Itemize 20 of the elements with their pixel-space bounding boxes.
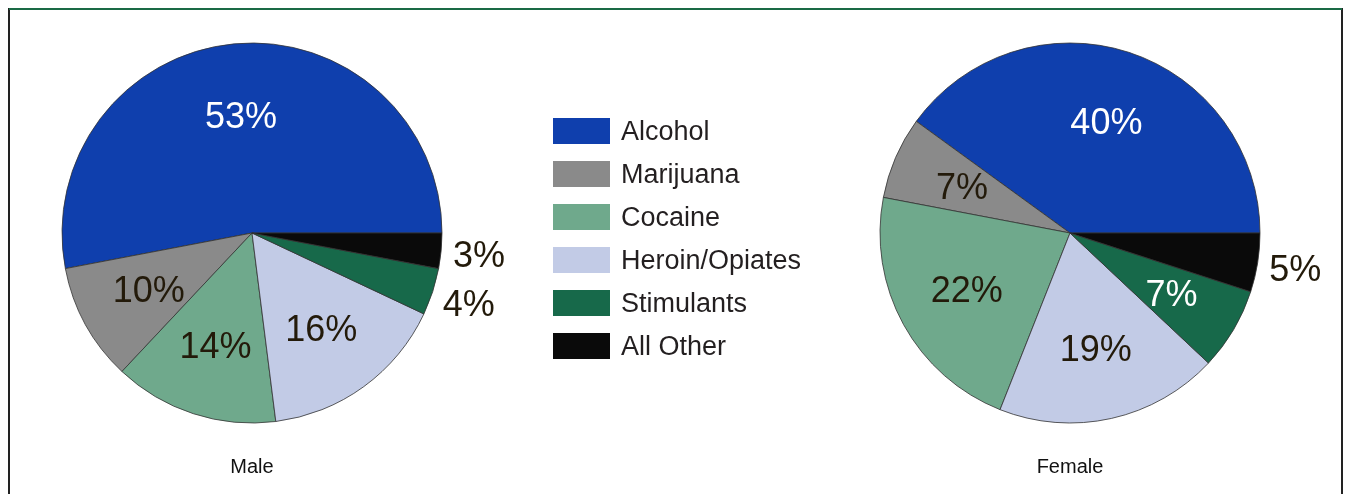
data-label: 7% [1145, 272, 1198, 314]
legend-label: Cocaine [621, 202, 721, 233]
data-label: 5% [1269, 248, 1322, 290]
legend-label: All Other [621, 331, 727, 362]
data-label: 22% [930, 269, 1003, 311]
data-label: 53% [204, 95, 277, 137]
data-label: 14% [179, 324, 252, 366]
legend-label: Alcohol [621, 116, 710, 147]
data-label: 40% [1070, 100, 1143, 142]
data-label: 4% [442, 283, 495, 325]
data-label: 10% [112, 269, 185, 311]
legend-label: Stimulants [621, 288, 748, 319]
text: Female [1036, 455, 1104, 477]
text: Male [230, 455, 274, 477]
data-label: 19% [1059, 327, 1132, 369]
data-label: 3% [452, 234, 505, 276]
legend-label: Marijuana [621, 159, 741, 190]
data-label: 7% [935, 165, 988, 207]
legend-label: Heroin/Opiates [621, 245, 802, 276]
data-label: 16% [285, 307, 358, 349]
